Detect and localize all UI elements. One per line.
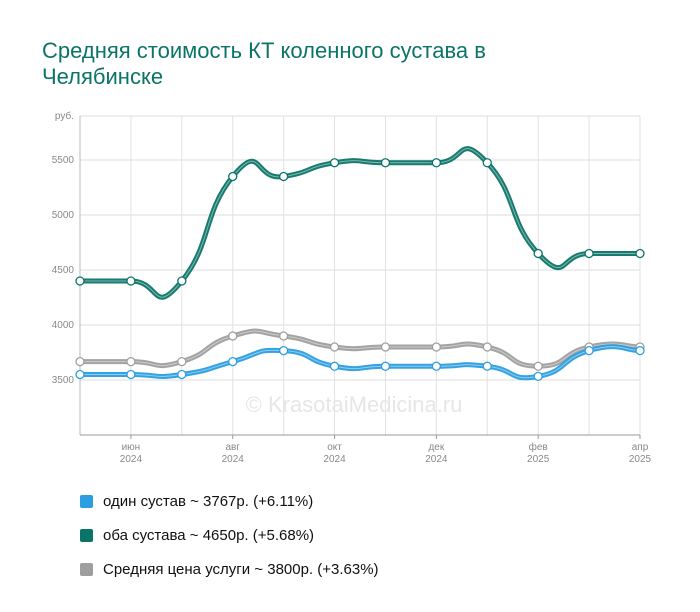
data-point: [278, 331, 289, 341]
legend: один сустав ~ 3767р. (+6.11%) оба сустав…: [80, 484, 379, 586]
legend-item-both-joints[interactable]: оба сустава ~ 4650р. (+5.68%): [80, 518, 379, 552]
series-line-highlight: [80, 148, 641, 298]
x-tick-label-year: 2024: [120, 454, 143, 465]
y-tick-label: 5000: [52, 210, 75, 221]
data-point: [228, 356, 238, 367]
y-tick-label: 4500: [52, 265, 75, 276]
data-point: [177, 369, 187, 380]
y-axis-unit-label: руб.: [55, 110, 74, 122]
data-point: [278, 345, 289, 356]
data-point: [177, 276, 187, 286]
data-point: [635, 345, 645, 356]
data-point: [329, 342, 340, 352]
data-point: [126, 276, 136, 286]
data-point: [635, 248, 645, 259]
data-point: [228, 331, 238, 341]
data-point: [75, 276, 85, 286]
series-markers: [75, 158, 645, 382]
legend-swatch: [80, 562, 93, 576]
data-point: [431, 361, 442, 371]
x-tick-label-year: 2024: [222, 454, 245, 465]
legend-item-one-joint[interactable]: один сустав ~ 3767р. (+6.11%): [80, 484, 379, 518]
data-point: [75, 356, 85, 367]
axes: 35004000450050005500руб.июн2024авг2024ок…: [52, 110, 652, 465]
data-point: [533, 371, 543, 382]
chart-title: Средняя стоимость КТ коленного сустава в…: [42, 38, 486, 89]
x-tick-label-month: апр: [632, 442, 649, 453]
data-point: [584, 345, 594, 356]
data-point: [431, 342, 442, 352]
x-tick-label-month: авг: [225, 442, 240, 453]
legend-label: один сустав ~ 3767р. (+6.11%): [103, 492, 314, 510]
legend-item-average[interactable]: Средняя цена услуги ~ 3800р. (+3.63%): [80, 552, 379, 586]
watermark: © KrasotaiMedicina.ru: [246, 392, 463, 417]
x-tick-label-year: 2024: [323, 454, 346, 465]
data-point: [584, 248, 594, 259]
data-point: [329, 158, 340, 168]
data-point: [380, 361, 391, 371]
data-point: [126, 356, 136, 367]
data-point: [431, 158, 442, 168]
x-tick-label-month: дек: [428, 442, 444, 453]
legend-label: оба сустава ~ 4650р. (+5.68%): [103, 526, 315, 544]
data-point: [228, 171, 238, 182]
data-point: [278, 171, 289, 182]
data-point: [380, 158, 391, 168]
series-line: [77, 146, 643, 300]
data-point: [126, 369, 136, 380]
data-point: [380, 342, 391, 352]
x-tick-label-year: 2024: [425, 454, 448, 465]
data-point: [482, 342, 492, 352]
data-point: [75, 369, 85, 380]
y-tick-label: 4000: [52, 320, 75, 331]
x-tick-label-month: июн: [122, 442, 141, 453]
legend-swatch: [80, 494, 93, 508]
data-point: [329, 361, 340, 371]
legend-label: Средняя цена услуги ~ 3800р. (+3.63%): [103, 560, 379, 578]
series-lines: [77, 146, 643, 381]
data-point: [177, 356, 187, 367]
data-point: [482, 158, 492, 168]
legend-swatch: [80, 528, 93, 542]
line-chart: 35004000450050005500руб.июн2024авг2024ок…: [52, 110, 652, 465]
y-tick-label: 3500: [52, 375, 75, 386]
x-tick-label-year: 2025: [629, 454, 652, 465]
grid: [79, 115, 641, 435]
y-tick-label: 5500: [52, 155, 75, 166]
data-point: [482, 361, 492, 371]
x-tick-label-month: фев: [529, 441, 548, 453]
data-point: [533, 361, 543, 371]
data-point: [533, 248, 543, 259]
x-tick-label-month: окт: [327, 442, 342, 453]
x-tick-label-year: 2025: [527, 454, 550, 465]
